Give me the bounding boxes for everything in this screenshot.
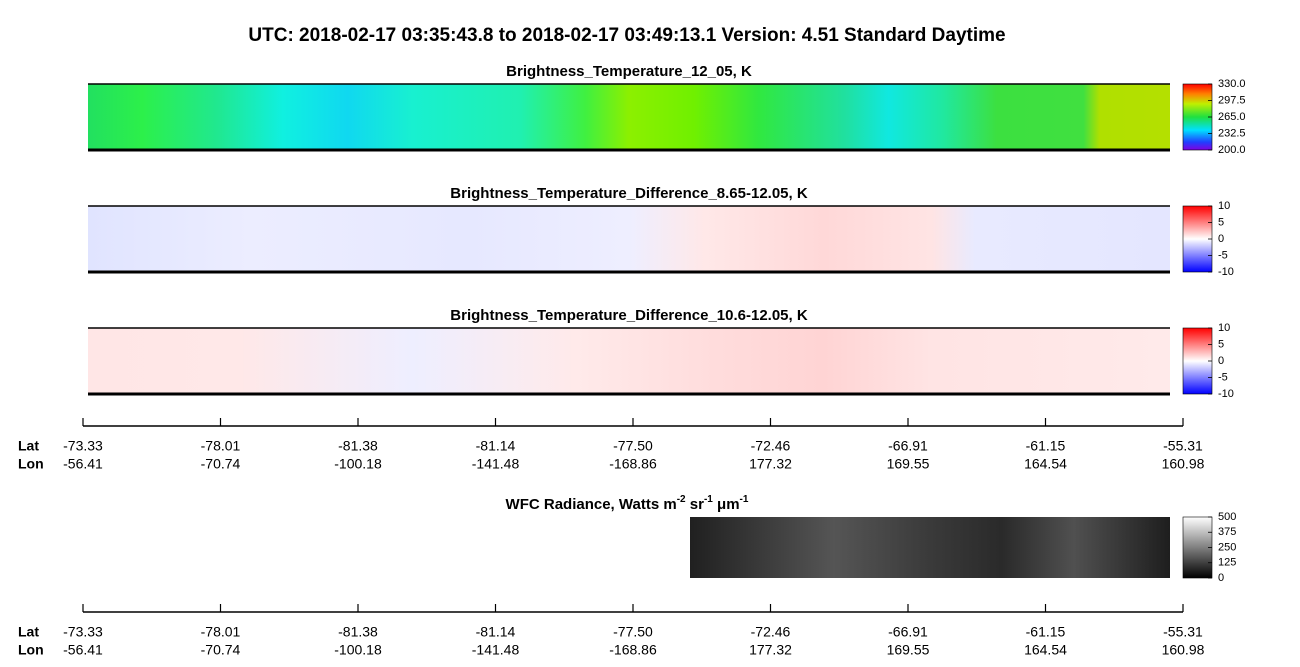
page-title: UTC: 2018-02-17 03:35:43.8 to 2018-02-17… bbox=[248, 25, 1005, 46]
lon-value: -56.41 bbox=[63, 456, 103, 472]
lon-value: -100.18 bbox=[334, 456, 382, 472]
lat-value: -77.50 bbox=[613, 624, 653, 640]
lon-value: -70.74 bbox=[201, 456, 241, 472]
lat-value: -77.50 bbox=[613, 438, 653, 454]
lon-value: 177.32 bbox=[749, 456, 792, 472]
colorbar-tick-label: -5 bbox=[1218, 371, 1228, 383]
colorbar-tick-label: -10 bbox=[1218, 388, 1234, 400]
lat-label: Lat bbox=[18, 438, 39, 454]
colorbar-tick-label: 250 bbox=[1218, 541, 1236, 553]
colorbar-tick-label: 10 bbox=[1218, 322, 1230, 334]
lat-value: -72.46 bbox=[751, 438, 791, 454]
colorbar-tick-label: -10 bbox=[1218, 266, 1234, 278]
lat-value: -78.01 bbox=[201, 438, 241, 454]
lon-value: -168.86 bbox=[609, 642, 657, 658]
lon-value: -141.48 bbox=[472, 642, 520, 658]
colorbar bbox=[1182, 205, 1213, 273]
lat-value: -55.31 bbox=[1163, 438, 1203, 454]
lon-value: 164.54 bbox=[1024, 456, 1067, 472]
lon-value: -56.41 bbox=[63, 642, 103, 658]
data-strip bbox=[88, 84, 1170, 150]
lon-value: -168.86 bbox=[609, 456, 657, 472]
lon-value: 160.98 bbox=[1162, 456, 1205, 472]
lat-value: -66.91 bbox=[888, 438, 928, 454]
lon-value: 160.98 bbox=[1162, 642, 1205, 658]
panel-title: Brightness_Temperature_Difference_10.6-1… bbox=[450, 307, 808, 324]
lon-label: Lon bbox=[18, 642, 44, 658]
colorbar-tick-label: 5 bbox=[1218, 338, 1224, 350]
colorbar-tick-label: 500 bbox=[1218, 511, 1236, 523]
colorbar bbox=[1182, 327, 1213, 395]
colorbar-tick-label: 125 bbox=[1218, 557, 1236, 569]
lon-value: 177.32 bbox=[749, 642, 792, 658]
lon-value: -141.48 bbox=[472, 456, 520, 472]
colorbar-tick-label: 375 bbox=[1218, 526, 1236, 538]
title-part: sr bbox=[686, 496, 705, 513]
colorbar bbox=[1182, 516, 1213, 579]
title-part: μm bbox=[713, 496, 740, 513]
colorbar-tick-label: 232.5 bbox=[1218, 127, 1246, 139]
colorbar-tick-label: 297.5 bbox=[1218, 94, 1246, 106]
colorbar-tick-label: 0 bbox=[1218, 355, 1224, 367]
lat-value: -78.01 bbox=[201, 624, 241, 640]
data-strip bbox=[88, 206, 1170, 272]
lon-value: -100.18 bbox=[334, 642, 382, 658]
lat-value: -55.31 bbox=[1163, 624, 1203, 640]
lon-value: 169.55 bbox=[887, 642, 930, 658]
lat-value: -73.33 bbox=[63, 624, 103, 640]
colorbar-tick-label: -5 bbox=[1218, 249, 1228, 261]
colorbar-tick-label: 200.0 bbox=[1218, 144, 1246, 156]
colorbar-tick-label: 265.0 bbox=[1218, 111, 1246, 123]
panel-title: Brightness_Temperature_12_05, K bbox=[506, 63, 752, 80]
lat-value: -81.38 bbox=[338, 624, 378, 640]
wfc-strip bbox=[690, 517, 1170, 578]
lat-value: -81.14 bbox=[476, 624, 516, 640]
lon-value: 169.55 bbox=[887, 456, 930, 472]
lat-value: -73.33 bbox=[63, 438, 103, 454]
lat-value: -72.46 bbox=[751, 624, 791, 640]
colorbar-tick-label: 0 bbox=[1218, 572, 1224, 584]
lat-value: -61.15 bbox=[1026, 438, 1066, 454]
lon-value: 164.54 bbox=[1024, 642, 1067, 658]
lon-value: -70.74 bbox=[201, 642, 241, 658]
superscript: -1 bbox=[704, 494, 713, 505]
panel-title: Brightness_Temperature_Difference_8.65-1… bbox=[450, 185, 808, 202]
wfc-title: WFC Radiance, Watts m-2 sr-1 μm-1 bbox=[506, 494, 749, 513]
lat-value: -66.91 bbox=[888, 624, 928, 640]
lat-value: -61.15 bbox=[1026, 624, 1066, 640]
superscript: -2 bbox=[677, 494, 686, 505]
lat-label: Lat bbox=[18, 624, 39, 640]
superscript: -1 bbox=[740, 494, 749, 505]
colorbar-tick-label: 5 bbox=[1218, 216, 1224, 228]
colorbar-tick-label: 330.0 bbox=[1218, 78, 1246, 90]
lat-value: -81.38 bbox=[338, 438, 378, 454]
lat-value: -81.14 bbox=[476, 438, 516, 454]
lon-label: Lon bbox=[18, 456, 44, 472]
colorbar-tick-label: 0 bbox=[1218, 233, 1224, 245]
colorbar-tick-label: 10 bbox=[1218, 200, 1230, 212]
data-strip bbox=[88, 328, 1170, 394]
title-part: WFC Radiance, Watts m bbox=[506, 496, 677, 513]
colorbar bbox=[1182, 83, 1213, 151]
